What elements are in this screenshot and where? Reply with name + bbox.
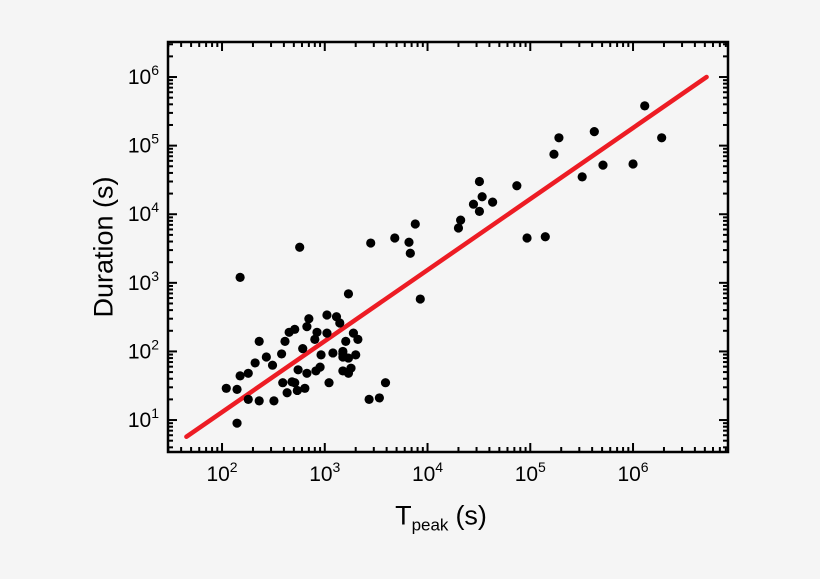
x-tick-label: 104 [412, 459, 443, 486]
x-axis-title-sub: peak [411, 515, 449, 535]
data-point [343, 289, 354, 299]
data-point [577, 172, 587, 182]
data-point [300, 383, 310, 393]
data-point [322, 328, 332, 338]
x-tick-label: 106 [617, 459, 648, 486]
x-axis-title: Tpeak (s) [395, 500, 487, 535]
data-point [278, 378, 288, 388]
data-point [380, 378, 391, 388]
data-point [522, 233, 532, 243]
x-tick-label: 102 [206, 459, 237, 486]
data-point [254, 336, 264, 347]
data-point [453, 223, 464, 233]
data-point [282, 388, 292, 398]
data-point [304, 314, 314, 324]
y-tick-label: 103 [128, 268, 159, 295]
data-point [474, 206, 485, 216]
data-point [322, 310, 332, 320]
plot-frame [166, 40, 730, 454]
data-point [310, 334, 320, 344]
y-tick-label: 101 [128, 405, 159, 432]
data-point [540, 232, 550, 242]
data-point [243, 368, 253, 378]
data-point [374, 393, 384, 403]
data-point [261, 352, 271, 362]
data-point [232, 384, 242, 394]
data-point [287, 377, 297, 387]
data-point [366, 238, 376, 248]
y-tick-label: 102 [128, 336, 159, 363]
data-point [415, 294, 425, 304]
fit-line [184, 74, 709, 440]
y-axis-title: Duration (s) [89, 176, 120, 317]
data-point [221, 383, 231, 393]
data-point [290, 324, 300, 334]
data-point [598, 160, 608, 170]
data-point [328, 348, 338, 358]
data-point [343, 353, 354, 363]
data-point [657, 133, 667, 143]
data-point [589, 127, 599, 137]
data-point [351, 350, 361, 360]
x-axis-title-main: T [395, 500, 412, 531]
data-point [405, 248, 415, 258]
data-point [298, 343, 308, 354]
x-tick-label: 105 [515, 459, 546, 486]
data-point [512, 181, 522, 191]
data-point [269, 396, 279, 406]
data-point [312, 327, 322, 337]
data-point [640, 101, 650, 111]
data-point [335, 318, 345, 328]
data-point [468, 199, 479, 209]
data-point [549, 149, 559, 159]
data-point [341, 336, 351, 347]
data-point [346, 363, 356, 373]
data-point [353, 334, 363, 344]
data-point [324, 378, 334, 388]
data-point [293, 365, 303, 375]
data-point [235, 371, 245, 381]
data-point [235, 272, 245, 282]
y-tick-label: 105 [128, 131, 159, 158]
data-point [243, 394, 253, 404]
data-point [292, 385, 302, 396]
data-point [302, 322, 312, 332]
data-point [316, 350, 326, 360]
data-point [390, 233, 400, 243]
data-point [628, 159, 638, 169]
data-point [232, 418, 242, 428]
data-point [276, 349, 287, 359]
data-point [267, 360, 278, 370]
data-point [280, 336, 290, 347]
data-point [254, 396, 264, 406]
y-tick-label: 106 [128, 62, 159, 89]
y-tick-label: 104 [128, 199, 159, 226]
y-axis-title-text: Duration (s) [88, 176, 119, 318]
x-axis-title-suffix: (s) [455, 500, 487, 531]
data-point [474, 176, 485, 187]
data-point [456, 215, 466, 225]
data-point [554, 133, 564, 143]
data-point [250, 358, 260, 368]
data-point [302, 368, 312, 378]
data-point [295, 242, 305, 252]
x-tick-label: 103 [309, 459, 340, 486]
data-point [315, 362, 325, 372]
data-point [364, 394, 374, 404]
data-point [410, 219, 420, 229]
data-point [477, 192, 487, 202]
data-point [404, 237, 414, 247]
data-point [488, 197, 498, 207]
